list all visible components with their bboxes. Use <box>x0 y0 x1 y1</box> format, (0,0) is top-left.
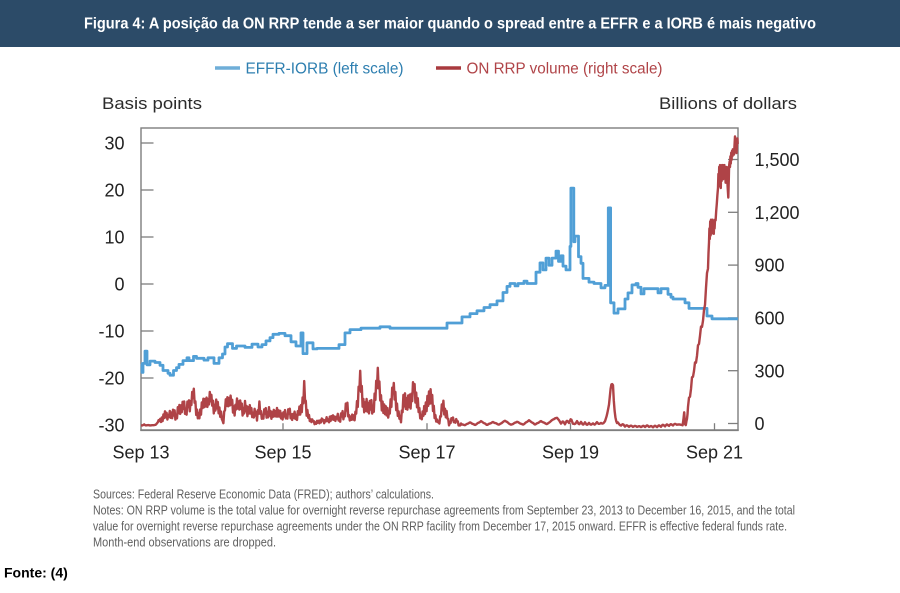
svg-text:1,200: 1,200 <box>755 203 800 223</box>
svg-text:Billions of dollars: Billions of dollars <box>659 94 797 113</box>
svg-text:20: 20 <box>104 181 124 201</box>
svg-text:Fonte: (4): Fonte: (4) <box>4 565 68 581</box>
svg-text:0: 0 <box>114 275 124 295</box>
svg-text:Figura 4: A posição da ON RRP: Figura 4: A posição da ON RRP tende a se… <box>84 15 816 32</box>
svg-text:Basis points: Basis points <box>102 94 202 113</box>
svg-text:10: 10 <box>104 228 124 248</box>
svg-text:Sep 13: Sep 13 <box>112 442 169 462</box>
svg-text:Notes: ON RRP volume is the to: Notes: ON RRP volume is the total value … <box>93 503 795 518</box>
svg-text:900: 900 <box>755 256 785 276</box>
svg-text:Month-end observations are dro: Month-end observations are dropped. <box>93 534 276 549</box>
svg-text:Sep 21: Sep 21 <box>686 442 743 462</box>
svg-text:-10: -10 <box>98 322 124 342</box>
svg-text:value for overnight reverse re: value for overnight reverse repurchase a… <box>93 519 787 534</box>
svg-text:300: 300 <box>755 361 785 381</box>
svg-text:1,500: 1,500 <box>755 150 800 170</box>
svg-text:30: 30 <box>104 134 124 154</box>
svg-text:0: 0 <box>755 414 765 434</box>
svg-text:Sep 19: Sep 19 <box>542 442 599 462</box>
svg-text:-30: -30 <box>98 416 124 436</box>
svg-text:Sep 17: Sep 17 <box>398 442 455 462</box>
svg-text:Sources: Federal Reserve Econo: Sources: Federal Reserve Economic Data (… <box>93 486 434 501</box>
svg-text:-20: -20 <box>98 369 124 389</box>
svg-text:Sep 15: Sep 15 <box>254 442 311 462</box>
svg-text:EFFR-IORB (left scale): EFFR-IORB (left scale) <box>246 61 404 78</box>
svg-text:ON RRP volume (right scale): ON RRP volume (right scale) <box>467 61 663 78</box>
svg-text:600: 600 <box>755 309 785 329</box>
